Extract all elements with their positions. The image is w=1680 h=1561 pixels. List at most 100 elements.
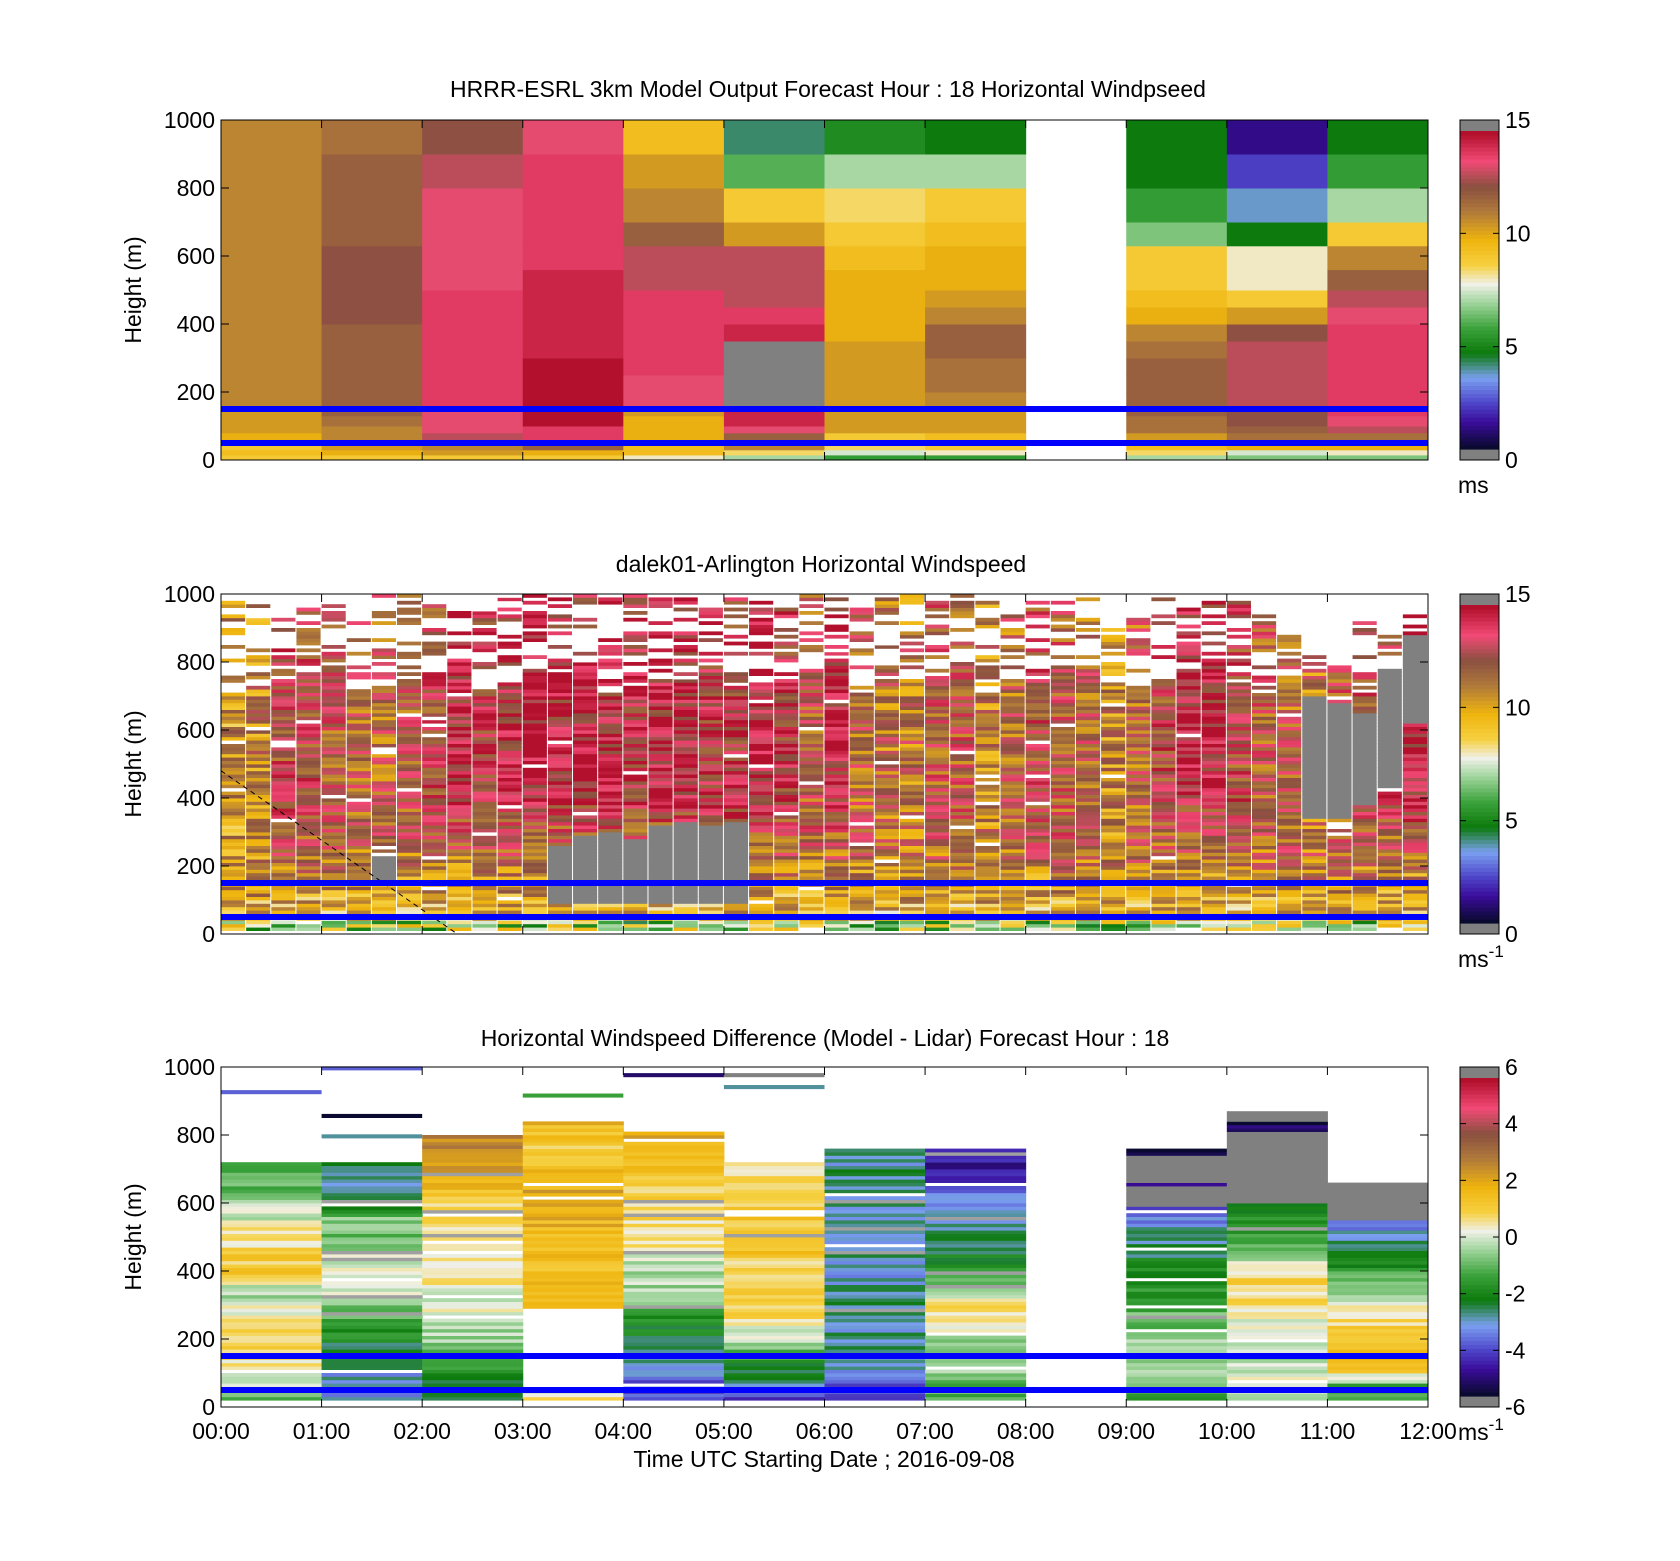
lidar-cell	[1176, 679, 1201, 683]
panel-lidar-colorbar-swatch	[1460, 636, 1499, 642]
diff-cell	[321, 1294, 423, 1299]
lidar-cell	[1000, 679, 1025, 683]
lidar-cell	[547, 719, 573, 724]
lidar-cell	[799, 781, 824, 785]
lidar-cell	[246, 927, 271, 931]
lidar-cell	[1377, 760, 1402, 765]
lidar-cell	[547, 662, 573, 666]
lidar-cell	[698, 794, 723, 799]
lidar-cell	[1327, 906, 1352, 911]
lidar-cell	[1050, 689, 1075, 693]
lidar-cell	[397, 804, 422, 809]
lidar-cell	[1327, 794, 1352, 799]
lidar-cell	[673, 726, 698, 731]
lidar-cell	[271, 709, 296, 714]
diff-cell	[824, 1393, 926, 1398]
lidar-cell	[1025, 886, 1050, 891]
lidar-cell	[522, 733, 547, 738]
lidar-cell	[1327, 791, 1352, 795]
lidar-cell	[573, 594, 598, 598]
lidar-cell	[497, 893, 522, 897]
lidar-cell	[1277, 815, 1302, 819]
lidar-cell	[296, 743, 321, 748]
lidar-cell	[723, 770, 749, 775]
lidar-cell	[975, 770, 1000, 775]
model-cell	[925, 222, 1027, 247]
lidar-cell	[573, 651, 598, 656]
diff-cell	[321, 1301, 423, 1306]
lidar-cell	[849, 767, 874, 772]
lidar-cell	[346, 757, 371, 761]
lidar-cell	[824, 855, 849, 860]
lidar-cell	[1402, 838, 1427, 843]
lidar-cell	[774, 757, 799, 761]
lidar-cell	[824, 818, 849, 823]
lidar-cell	[749, 842, 774, 846]
lidar-cell	[1050, 767, 1075, 772]
lidar-cell	[723, 685, 749, 690]
lidar-cell	[296, 760, 321, 765]
lidar-cell	[321, 923, 346, 928]
lidar-cell	[1151, 821, 1176, 826]
lidar-cell	[849, 791, 874, 795]
lidar-cell	[1226, 760, 1251, 765]
lidar-cell	[1151, 794, 1176, 799]
lidar-cell	[1226, 774, 1251, 778]
lidar-cell	[1352, 869, 1377, 874]
lidar-cell	[1327, 730, 1352, 734]
lidar-cell	[1352, 781, 1377, 785]
lidar-cell	[371, 696, 397, 700]
panel-model-colorbar-swatch	[1460, 146, 1499, 152]
lidar-cell	[1226, 821, 1251, 826]
lidar-cell	[573, 760, 598, 765]
lidar-cell	[371, 889, 397, 894]
lidar-cell	[1402, 713, 1427, 717]
lidar-cell	[925, 791, 950, 795]
panel-model-colorbar-swatch	[1460, 174, 1499, 180]
lidar-cell	[648, 818, 673, 823]
lidar-cell	[648, 903, 673, 908]
lidar-cell	[346, 910, 371, 914]
lidar-cell	[623, 743, 648, 748]
lidar-cell	[925, 920, 950, 925]
lidar-cell	[221, 872, 246, 877]
diff-cell	[321, 1271, 423, 1275]
lidar-cell	[246, 747, 271, 751]
lidar-cell	[648, 689, 673, 693]
lidar-cell	[975, 866, 1000, 870]
lidar-cell	[1226, 808, 1251, 812]
lidar-cell	[346, 845, 371, 850]
lidar-cell	[950, 750, 975, 755]
lidar-cell	[598, 845, 623, 850]
lidar-cell	[623, 794, 648, 799]
lidar-cell	[1226, 859, 1251, 863]
lidar-cell	[346, 896, 371, 901]
model-cell	[925, 269, 1027, 291]
lidar-cell	[447, 675, 472, 680]
lidar-cell	[925, 753, 950, 758]
lidar-cell	[371, 866, 397, 870]
lidar-cell	[497, 855, 522, 860]
diff-cell	[723, 1362, 825, 1367]
lidar-cell	[1075, 634, 1101, 639]
panel-lidar-colorbar-swatch	[1460, 851, 1499, 857]
lidar-cell	[1201, 801, 1226, 806]
lidar-cell	[1251, 685, 1277, 690]
diff-cell	[522, 1131, 624, 1136]
lidar-cell	[925, 787, 950, 792]
lidar-cell	[1327, 835, 1352, 840]
lidar-cell	[1050, 832, 1075, 836]
lidar-cell	[1176, 906, 1201, 911]
lidar-cell	[1151, 733, 1176, 738]
lidar-cell	[1277, 733, 1302, 738]
lidar-cell	[1377, 723, 1402, 727]
lidar-cell	[1201, 845, 1226, 850]
lidar-cell	[422, 896, 447, 901]
lidar-cell	[899, 655, 925, 659]
lidar-cell	[1126, 641, 1151, 646]
lidar-cell	[371, 672, 397, 676]
lidar-cell	[648, 723, 673, 727]
lidar-cell	[950, 903, 975, 908]
lidar-cell	[1352, 825, 1377, 829]
lidar-cell	[321, 900, 346, 904]
